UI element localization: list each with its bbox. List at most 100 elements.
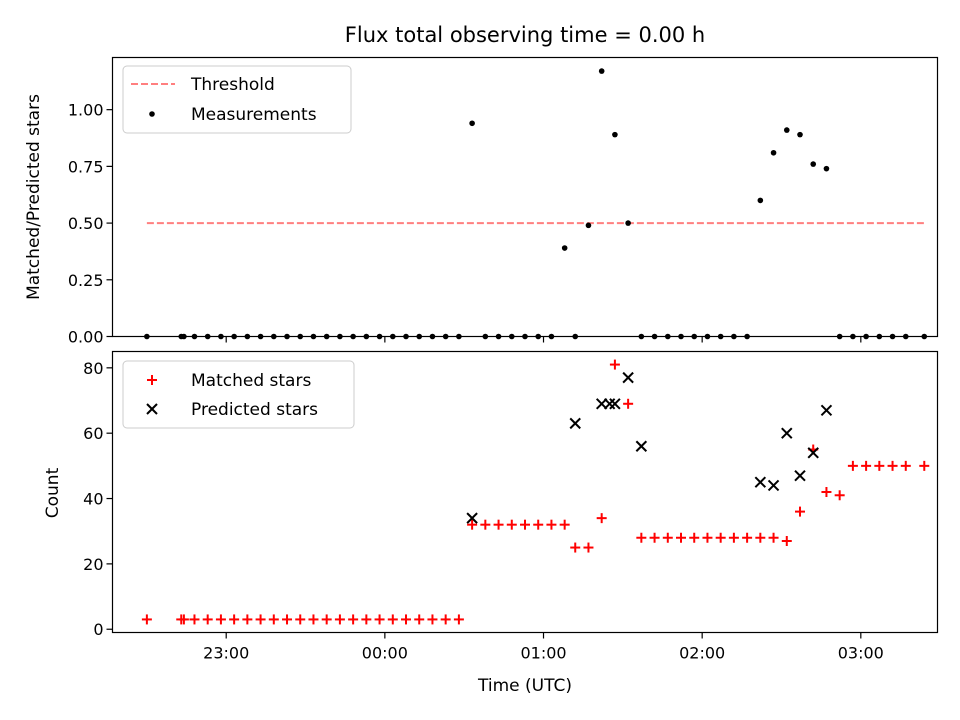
bottom-panel-marks: [141, 359, 930, 625]
matched-stars-point: [506, 519, 517, 530]
measurement-point: [585, 222, 592, 229]
matched-stars-point: [583, 542, 594, 553]
y-tick-label: 80: [83, 359, 103, 378]
figure-title: Flux total observing time = 0.00 h: [345, 23, 705, 47]
matched-stars-point: [795, 506, 805, 517]
bottom-panel-legend: Matched stars Predicted stars: [122, 360, 355, 429]
predicted-stars-point: [466, 512, 478, 524]
measurement-point: [757, 197, 764, 204]
matched-stars-legend-label: Matched stars: [191, 371, 311, 391]
matched-stars-point: [874, 460, 885, 471]
matched-stars-point: [570, 542, 581, 553]
matched-stars-point: [242, 614, 253, 625]
matched-stars-point: [702, 532, 713, 543]
measurement-point: [625, 220, 631, 226]
predicted-stars-legend-swatch: [146, 403, 158, 415]
matched-stars-point: [861, 460, 872, 471]
matched-stars-point: [334, 614, 345, 625]
predicted-stars-point: [794, 469, 806, 482]
x-tick-label: 23:00: [203, 644, 249, 663]
matched-stars-point: [229, 614, 240, 625]
y-tick-label: 0: [93, 620, 103, 639]
x-tick-label: 01:00: [520, 644, 566, 663]
bottom-panel-x-ticks: 23:00 00:00 01:00 02:00 03:00: [203, 632, 884, 663]
matched-stars-point: [268, 614, 279, 625]
matched-stars-point: [821, 487, 832, 497]
predicted-stars-point: [781, 427, 793, 439]
matched-stars-point: [321, 614, 332, 625]
y-tick-label: 0.00: [68, 328, 104, 347]
y-tick-label: 60: [83, 424, 103, 443]
predicted-stars-point: [820, 404, 833, 417]
matched-stars-point: [533, 519, 544, 530]
matched-stars-point: [255, 614, 266, 625]
y-tick-label: 0.50: [68, 214, 104, 233]
measurement-point: [770, 149, 777, 156]
predicted-stars-point: [609, 398, 621, 410]
matched-stars-point: [401, 614, 412, 625]
matched-stars-point: [374, 614, 385, 625]
matched-stars-point: [919, 460, 930, 471]
y-tick-label: 0.75: [68, 157, 104, 176]
matched-stars-point: [623, 398, 634, 409]
measurement-point: [797, 131, 803, 138]
predicted-stars-point: [569, 417, 581, 430]
matched-stars-point: [308, 614, 319, 625]
matched-stars-point: [755, 532, 766, 543]
matched-stars-point: [847, 460, 858, 471]
matched-stars-point: [559, 519, 570, 530]
y-tick-label: 1.00: [68, 101, 104, 120]
matched-stars-point: [609, 359, 620, 370]
top-panel-legend: Threshold Measurements: [122, 65, 352, 134]
matched-stars-point: [887, 460, 898, 471]
top-panel-frame: [111, 56, 939, 338]
matched-stars-point: [662, 532, 673, 543]
matched-stars-point: [189, 614, 200, 625]
y-tick-label: 0.25: [68, 271, 104, 290]
matched-stars-point: [467, 519, 478, 530]
matched-stars-point: [636, 532, 647, 543]
predicted-stars-point: [622, 371, 634, 384]
measurement-point: [469, 120, 475, 127]
matched-stars-point: [480, 519, 491, 530]
matched-stars-point: [546, 519, 557, 530]
y-tick-label: 20: [83, 555, 103, 574]
measurement-point: [810, 161, 817, 167]
matched-stars-point: [715, 532, 726, 543]
measurements-legend-swatch: [149, 111, 155, 117]
predicted-stars-point: [603, 398, 616, 410]
matched-stars-point: [834, 490, 845, 501]
matched-stars-point: [676, 532, 687, 543]
matched-stars-point: [178, 614, 189, 625]
bottom-panel: 0 20 40 60 80 23:00 00:00 01:00 02:00 03:00 Coun…: [43, 350, 939, 696]
matched-stars-point: [202, 614, 213, 625]
top-panel-x-ticks: [225, 336, 862, 343]
top-panel: 0.00 0.25 0.50 0.75 1.00 Matched/Predicted s…: [24, 56, 939, 347]
matched-stars-point: [768, 532, 779, 543]
x-tick-label: 02:00: [679, 644, 725, 663]
predicted-stars-point: [807, 447, 819, 459]
matched-stars-point: [742, 532, 753, 543]
matched-stars-point: [282, 614, 293, 625]
matched-stars-point: [689, 532, 700, 543]
matched-stars-point: [348, 614, 359, 625]
matched-stars-point: [520, 519, 530, 530]
matched-stars-point: [215, 614, 226, 625]
matched-stars-point: [387, 614, 398, 625]
bottom-panel-legend-box: [122, 360, 355, 429]
predicted-stars-legend-label: Predicted stars: [191, 400, 318, 420]
matched-stars-point: [728, 532, 739, 543]
matched-stars-point: [414, 614, 425, 625]
threshold-legend-label: Threshold: [190, 75, 275, 95]
matched-stars-point: [295, 614, 306, 625]
matched-stars-point: [453, 614, 464, 625]
matched-stars-point: [900, 460, 911, 471]
matched-stars-point: [781, 536, 792, 547]
measurement-point: [612, 131, 618, 138]
bottom-panel-y-ticks: 0 20 40 60 80: [83, 359, 113, 639]
matched-stars-point: [649, 532, 660, 543]
top-panel-y-ticks: 0.00 0.25 0.50 0.75 1.00: [68, 101, 113, 347]
x-axis-label: Time (UTC): [477, 676, 572, 696]
matched-stars-point: [361, 614, 372, 625]
